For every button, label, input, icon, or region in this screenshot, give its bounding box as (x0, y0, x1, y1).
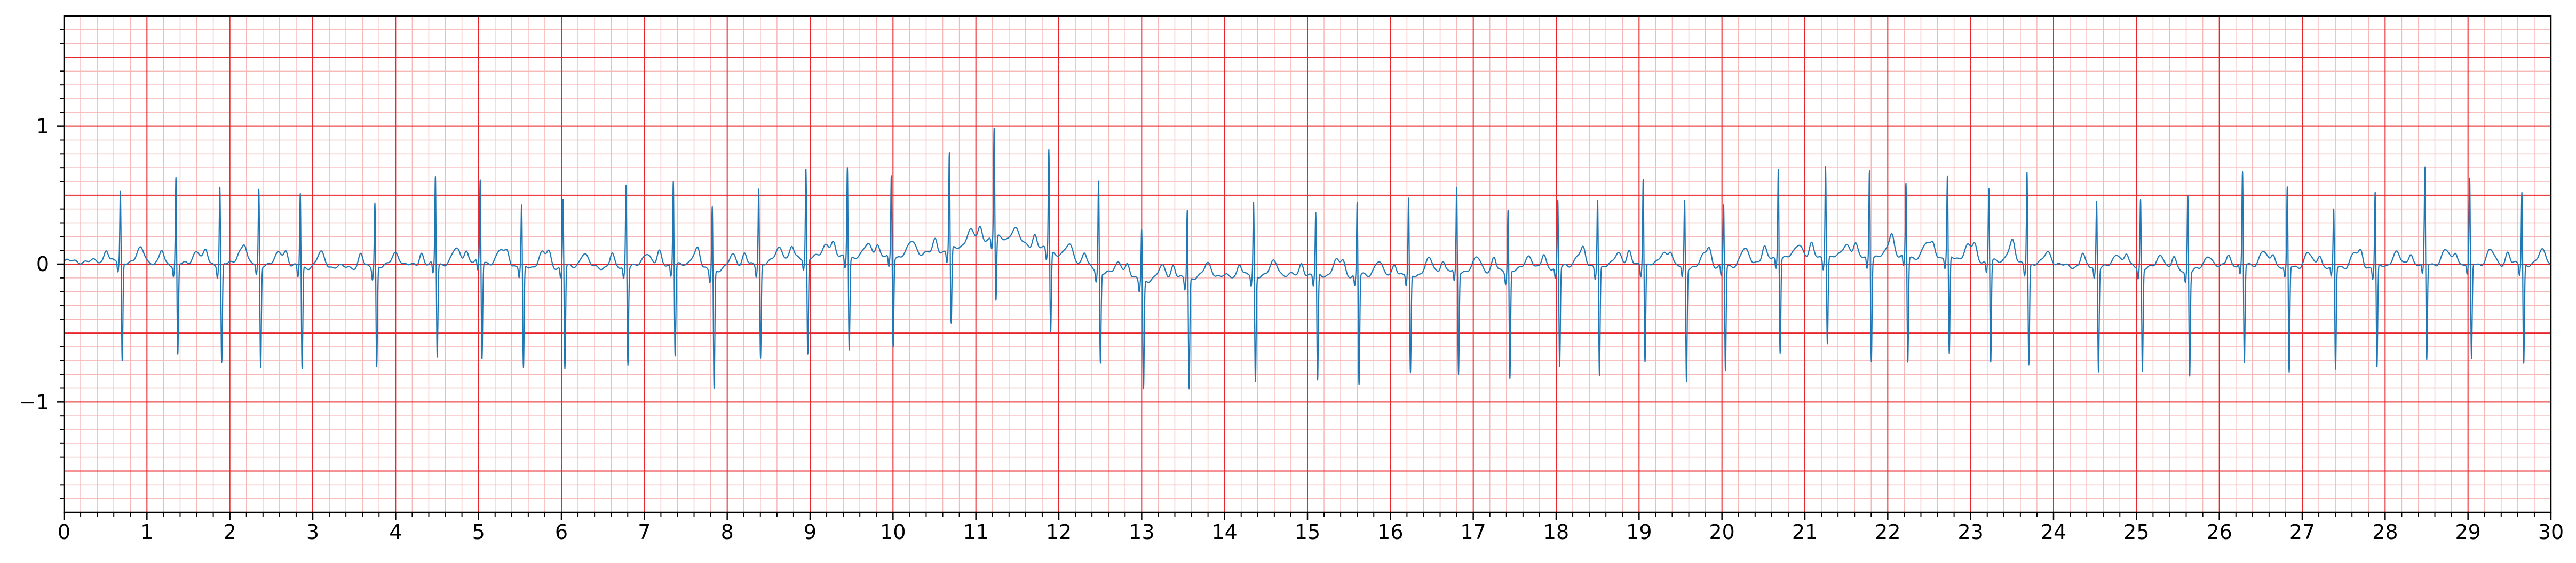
x-tick-label: 22 (1875, 520, 1900, 544)
x-tick-label: 7 (638, 520, 651, 544)
x-tick-label: 5 (472, 520, 485, 544)
x-tick-label: 19 (1626, 520, 1652, 544)
x-tick-label: 25 (2123, 520, 2149, 544)
x-tick-label: 2 (224, 520, 236, 544)
x-tick-label: 3 (306, 520, 319, 544)
x-tick-label: 28 (2372, 520, 2398, 544)
x-tick-label: 12 (1046, 520, 1072, 544)
x-tick-label: 23 (1957, 520, 1983, 544)
x-tick-label: 17 (1460, 520, 1486, 544)
x-tick-label: 0 (58, 520, 70, 544)
x-tick-label: 18 (1543, 520, 1569, 544)
x-tick-label: 24 (2041, 520, 2066, 544)
x-tick-label: 26 (2206, 520, 2232, 544)
x-tick-label: 9 (804, 520, 817, 544)
x-tick-label: 11 (963, 520, 988, 544)
x-tick-label: 8 (721, 520, 734, 544)
x-tick-label: 6 (555, 520, 568, 544)
x-tick-label: 15 (1295, 520, 1320, 544)
y-tick-label: 0 (36, 252, 49, 276)
x-tick-label: 29 (2455, 520, 2480, 544)
x-tick-label: 13 (1129, 520, 1154, 544)
x-tick-label: 1 (140, 520, 153, 544)
y-tick-label: −1 (19, 390, 49, 414)
x-tick-label: 16 (1377, 520, 1403, 544)
x-tick-label: 14 (1211, 520, 1237, 544)
x-tick-label: 30 (2538, 520, 2564, 544)
x-tick-label: 10 (880, 520, 906, 544)
x-tick-label: 20 (1709, 520, 1734, 544)
x-tick-label: 4 (389, 520, 402, 544)
x-tick-label: 27 (2289, 520, 2315, 544)
y-tick-label: 1 (36, 115, 49, 138)
x-tick-label: 21 (1792, 520, 1818, 544)
